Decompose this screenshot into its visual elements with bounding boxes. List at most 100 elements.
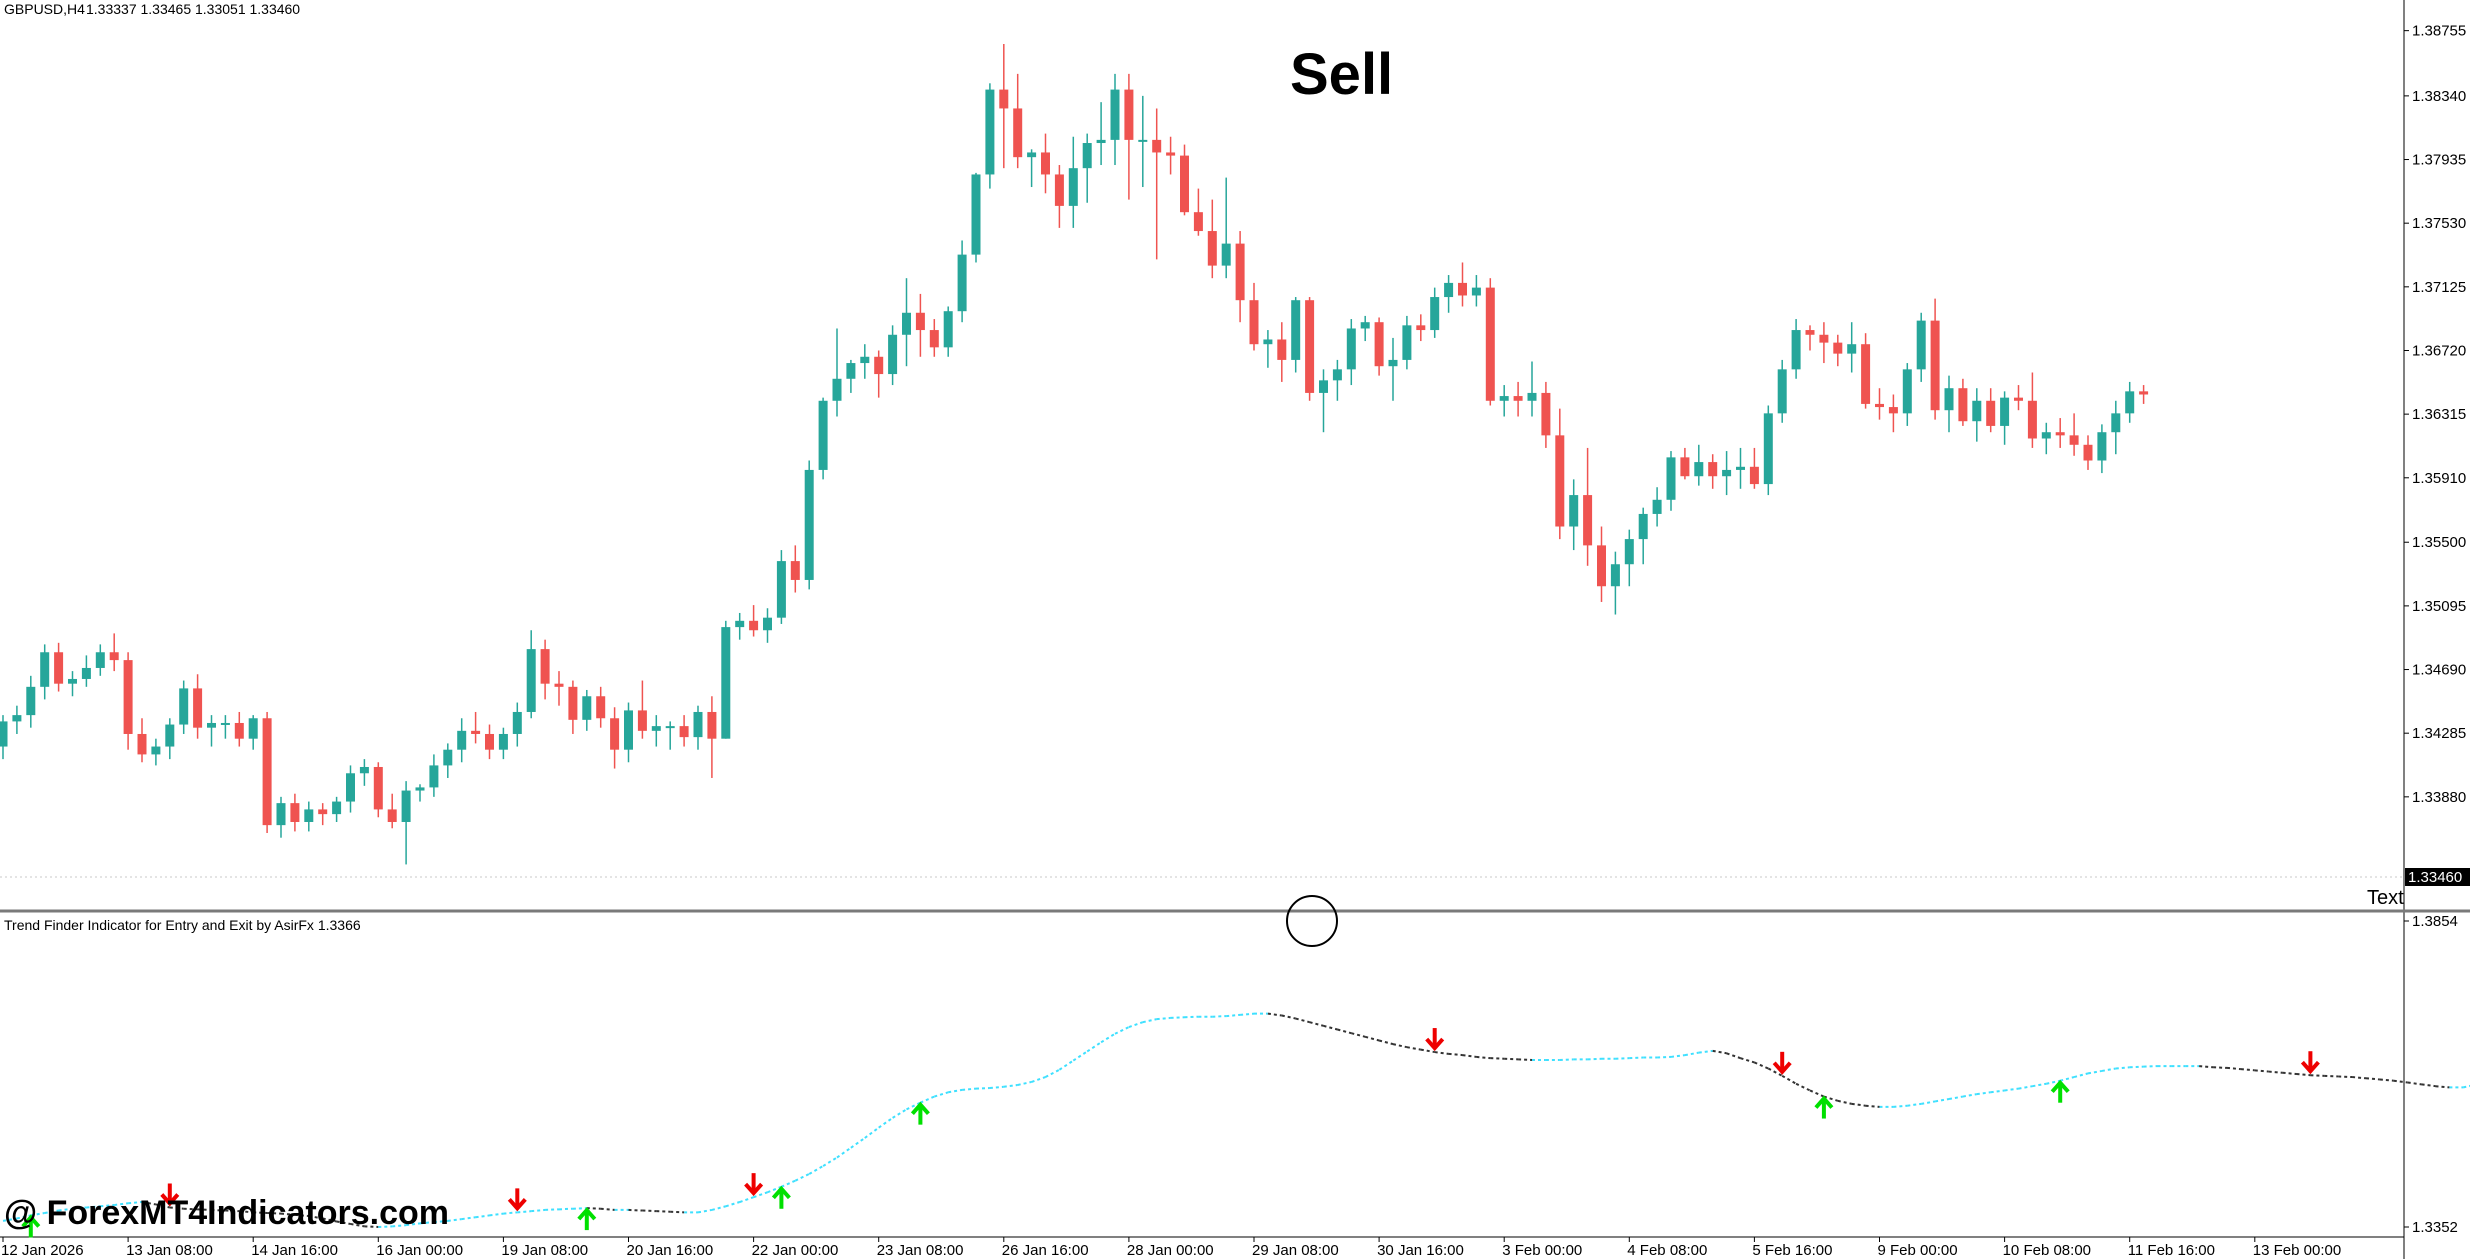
candle-body bbox=[818, 400, 828, 470]
uptrend-segment bbox=[1170, 1016, 1185, 1019]
candle-body bbox=[40, 652, 50, 687]
uptrend-segment bbox=[461, 1216, 476, 1221]
candle bbox=[540, 639, 550, 700]
candle bbox=[1235, 231, 1245, 323]
downtrend-segment bbox=[280, 1212, 295, 1216]
uptrend-segment bbox=[711, 1205, 727, 1211]
uptrend-segment bbox=[86, 1205, 101, 1209]
candle bbox=[1736, 447, 1745, 489]
candle-body bbox=[137, 733, 147, 755]
candle bbox=[1041, 133, 1050, 194]
candle bbox=[95, 644, 105, 676]
candle bbox=[1749, 447, 1759, 489]
candle bbox=[1416, 314, 1426, 342]
candle bbox=[220, 715, 230, 739]
price-axis-label: 1.33880 bbox=[2412, 789, 2466, 806]
price-axis-label: 1.37530 bbox=[2412, 215, 2466, 232]
candle-body bbox=[485, 733, 494, 750]
candle bbox=[1694, 444, 1704, 486]
uptrend-segment bbox=[1058, 1059, 1074, 1071]
candle-body bbox=[915, 312, 925, 331]
downtrend-segment bbox=[1267, 1012, 1282, 1017]
downtrend-segment bbox=[2379, 1078, 2394, 1082]
candle bbox=[1485, 278, 1495, 406]
candle bbox=[512, 702, 522, 747]
uptrend-segment bbox=[1142, 1018, 1157, 1024]
uptrend-segment bbox=[2101, 1067, 2116, 1072]
buy-signal-arrow bbox=[771, 1185, 791, 1209]
candle bbox=[332, 796, 342, 822]
candle bbox=[582, 689, 592, 731]
candle bbox=[1068, 136, 1078, 228]
candle-body bbox=[2027, 400, 2037, 439]
indicator-title: Trend Finder Indicator for Entry and Exi… bbox=[4, 917, 361, 933]
candle-body bbox=[1708, 462, 1718, 477]
candle bbox=[2014, 385, 2023, 411]
downtrend-segment bbox=[1295, 1017, 1310, 1024]
sell-signal-arrow bbox=[1425, 1028, 1445, 1052]
candle bbox=[902, 278, 911, 367]
current-price-value: 1.33460 bbox=[2408, 869, 2462, 886]
candle bbox=[651, 715, 661, 747]
candle bbox=[610, 707, 620, 769]
downtrend-segment bbox=[253, 1211, 268, 1214]
candle-body bbox=[1791, 330, 1801, 370]
uptrend-segment bbox=[447, 1218, 462, 1222]
uptrend-segment bbox=[697, 1208, 713, 1214]
candle-body bbox=[1207, 231, 1217, 266]
candle-body bbox=[68, 678, 77, 684]
candle-body bbox=[526, 649, 536, 712]
downtrend-segment bbox=[2365, 1077, 2380, 1081]
downtrend-segment bbox=[197, 1208, 212, 1211]
uptrend-segment bbox=[767, 1185, 782, 1194]
candle bbox=[1221, 177, 1231, 279]
uptrend-segment bbox=[1615, 1057, 1630, 1060]
uptrend-segment bbox=[850, 1137, 866, 1149]
candle-body bbox=[1305, 300, 1315, 393]
candle-body bbox=[1972, 400, 1982, 422]
candle-body bbox=[957, 254, 967, 312]
price-axis-label: 1.34690 bbox=[2412, 662, 2466, 679]
uptrend-segment bbox=[1684, 1051, 1699, 1057]
current-price-tag bbox=[2405, 868, 2470, 886]
candle bbox=[2041, 422, 2051, 455]
downtrend-segment bbox=[1490, 1057, 1505, 1060]
uptrend-segment bbox=[558, 1207, 573, 1211]
candle bbox=[429, 754, 439, 797]
candle bbox=[1180, 144, 1189, 216]
candle-body bbox=[832, 378, 842, 401]
candle-body bbox=[1958, 388, 1968, 422]
downtrend-segment bbox=[294, 1213, 309, 1218]
downtrend-segment bbox=[336, 1220, 351, 1225]
downtrend-segment bbox=[1406, 1046, 1421, 1051]
candle bbox=[637, 680, 647, 739]
candle-body bbox=[151, 746, 161, 755]
downtrend-segment bbox=[2296, 1073, 2311, 1077]
candle bbox=[2069, 413, 2079, 456]
candle-body bbox=[332, 801, 342, 815]
candle bbox=[1916, 312, 1926, 382]
candle-body bbox=[1805, 330, 1815, 335]
downtrend-segment bbox=[1351, 1032, 1366, 1038]
time-axis-label: 13 Feb 00:00 bbox=[2253, 1242, 2341, 1259]
candle bbox=[596, 686, 606, 728]
candle-body bbox=[81, 667, 91, 679]
candle bbox=[763, 608, 772, 643]
uptrend-segment bbox=[72, 1206, 87, 1210]
uptrend-segment bbox=[892, 1108, 908, 1119]
candle-body bbox=[610, 718, 620, 750]
downtrend-segment bbox=[1309, 1021, 1324, 1027]
candle bbox=[1374, 317, 1384, 376]
candle-body bbox=[304, 809, 314, 822]
buy-signal-arrow bbox=[577, 1207, 597, 1231]
candle-body bbox=[290, 803, 300, 822]
candle bbox=[985, 83, 995, 189]
uptrend-segment bbox=[864, 1126, 880, 1139]
candle bbox=[860, 344, 870, 379]
candle bbox=[1444, 275, 1454, 313]
candle-body bbox=[262, 718, 272, 826]
candle-body bbox=[1277, 339, 1287, 360]
uptrend-segment bbox=[2, 1217, 18, 1222]
time-axis-label: 4 Feb 08:00 bbox=[1627, 1242, 1707, 1259]
buy-signal-arrow bbox=[2050, 1079, 2070, 1103]
